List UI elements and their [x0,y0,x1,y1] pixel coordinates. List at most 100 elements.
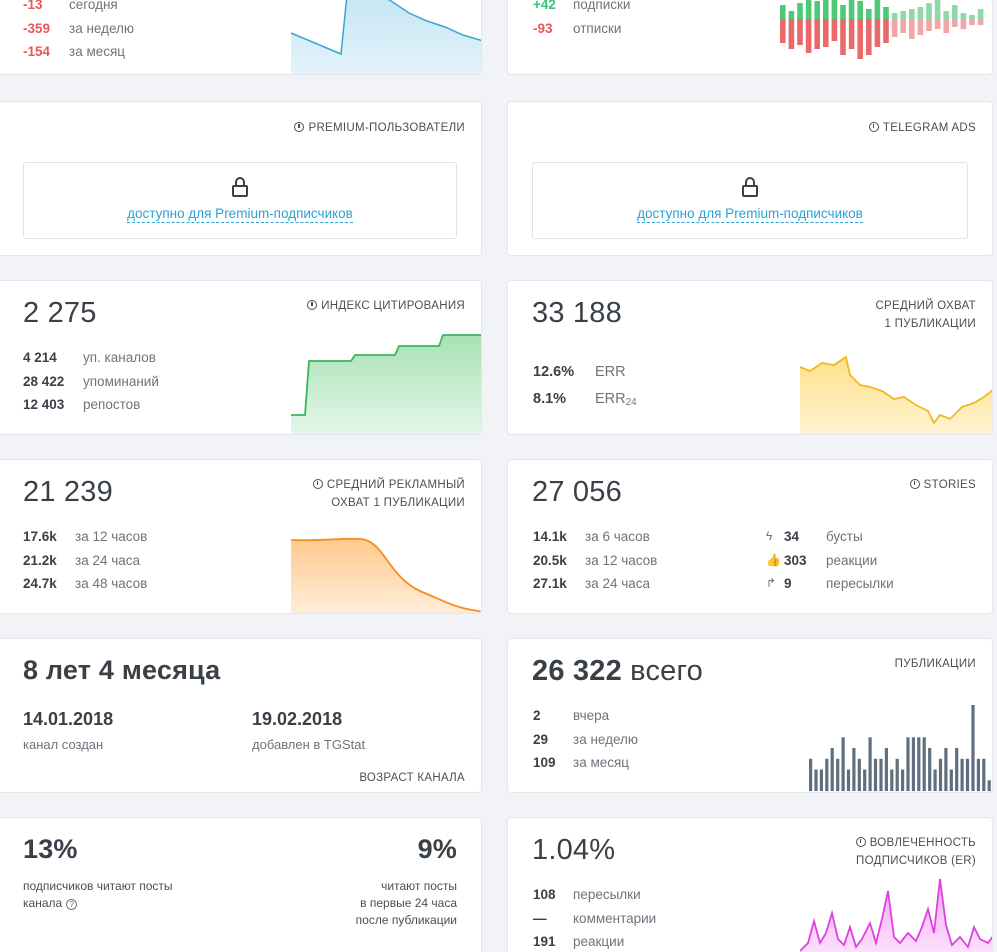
subscription-bar [805,0,812,19]
stat-row: -93 отписки [533,20,622,36]
premium-users-title: PREMIUM-ПОЛЬЗОВАТЕЛИ [294,119,465,137]
subscriptions-card: +42 подписки -93 отписки [507,0,993,75]
subscription-bar [857,1,863,19]
citation-chart [291,334,481,434]
publications-bar [830,748,834,791]
subscription-bar [952,5,958,19]
average-reach-title: СРЕДНИЙ ОХВАТ 1 ПУБЛИКАЦИИ [875,300,976,330]
info-icon[interactable] [868,122,879,132]
stat-row: 12.6% ERR [533,364,626,380]
publications-bar [901,769,905,791]
premium-link[interactable]: доступно для Premium-подписчиков [127,206,353,223]
subscribers-stats: -13 сегодня -359 за неделю -154 за месяц [23,0,134,64]
subscription-bar [840,5,846,19]
ad-reach-stats: 17.6k за 12 часов 21.2k за 24 часа 24.7k за… [23,525,147,596]
stat-row: 24.7k за 48 часов [23,576,148,591]
read-percent-label: подписчиков читают посты канала? [23,879,173,910]
ad-reach-card: 21 239 СРЕДНИЙ РЕКЛАМНЫЙ ОХВАТ 1 ПУБЛИКАЦ… [0,459,482,614]
average-reach-card: 33 188 СРЕДНИЙ ОХВАТ 1 ПУБЛИКАЦИИ 12.6% ER… [507,280,993,435]
subscription-bar [917,7,924,19]
publications-bar [873,758,878,792]
subscription-bar [866,9,872,19]
unsubscription-bar [848,19,855,49]
publications-bar [879,758,883,792]
unsubscription-bar [952,19,958,27]
publications-bar-chart [809,705,991,792]
stat-row: 12 403 репостов [23,397,141,412]
thumbs-up-icon: 👍 [766,552,781,567]
unsubscription-bar [823,19,829,47]
stat-row: 29 за неделю [533,731,639,747]
stat-row: +42 подписки [533,0,631,12]
subscribers-card: -13 сегодня -359 за неделю -154 за месяц [0,0,482,75]
unsubscription-bar [917,19,924,35]
subscription-bar [831,0,838,19]
err-stats: 12.6% ERR 8.1% ERR 24 [533,359,637,413]
info-icon[interactable] [855,837,866,847]
unsubscription-bar [969,19,975,25]
publications-bar [944,748,948,791]
read-24h-value: 9% [417,834,457,864]
stories-engagement-stats: ϟ 34 бусты 👍 303 реакции ↱ 9 пересылки [766,525,894,596]
publications-bar [971,705,975,791]
premium-link[interactable]: доступно для Premium-подписчиков [637,206,863,223]
read-percent-value: 13% [23,834,78,864]
subscription-bar [788,11,795,19]
subscription-bar [891,13,898,19]
subscription-bar [934,0,941,19]
info-icon[interactable] [909,479,920,489]
engagement-card: 1.04% ВОВЛЕЧЕННОСТЬ ПОДПИСЧИКОВ (ER) 108 п… [507,817,993,952]
publications-bar [868,737,872,792]
unsubscription-bar [797,19,803,45]
unsubscription-bar [934,19,941,29]
stat-row: 191 реакции [533,934,625,949]
publications-bar [965,758,970,792]
stories-views-stats: 14.1k за 6 часов 20.5k за 12 часов 27.1k за… [533,525,657,596]
stat-row: 14.1k за 6 часов [533,529,650,544]
forward-icon: ↱ [766,576,777,590]
unsubscription-bar [977,19,984,25]
publications-bar [933,769,937,791]
publications-bar [938,758,943,792]
subscription-bar [883,7,889,19]
publications-bar [895,758,899,792]
publications-bar [836,758,840,792]
stories-card: 27 056 STORIES 14.1k за 6 часов 20.5k за 1… [507,459,993,614]
unsubscription-bar [814,19,820,49]
unsubscription-bar [840,19,846,55]
stat-row: ϟ 34 бусты [766,525,894,549]
publications-bar [809,758,813,792]
publications-stats: 2 вчера 29 за неделю 109 за месяц [533,704,638,775]
unsubscription-bar [883,19,889,43]
engagement-title: ВОВЛЕЧЕННОСТЬ ПОДПИСЧИКОВ (ER) [855,837,976,867]
publications-bar [852,748,856,791]
publications-bar [917,737,921,792]
publications-bar [976,758,980,792]
stat-row: 27.1k за 24 часа [533,576,651,591]
publications-bar [890,769,894,791]
subscription-bar [780,5,786,19]
added-label: добавлен в TGStat [252,737,366,752]
stat-row: -154 за месяц [23,44,126,59]
citation-index-title: ИНДЕКС ЦИТИРОВАНИЯ [307,297,465,315]
stat-row: 17.6k за 12 часов [23,529,148,544]
info-icon[interactable] [294,122,305,132]
telegram-ads-title: TELEGRAM ADS [868,119,976,137]
unsubscription-bar [909,19,915,39]
lock-icon [232,177,248,197]
info-icon[interactable] [312,479,323,489]
subscription-bar [848,0,855,19]
publications-bar [863,769,867,791]
help-icon[interactable]: ? [66,899,78,910]
stat-row: 109 за месяц [533,755,630,770]
publications-bar [814,769,818,791]
subscription-bar [909,9,915,19]
subscriptions-bar-chart [780,0,984,59]
average-reach-value: 33 188 [532,297,622,329]
unsubscription-bar [788,19,795,49]
average-reach-chart [800,355,992,434]
info-icon[interactable] [307,300,318,310]
unsubscription-bar [831,19,838,41]
created-date: 14.01.2018 [23,709,114,729]
publications-title: ПУБЛИКАЦИИ [894,658,976,670]
